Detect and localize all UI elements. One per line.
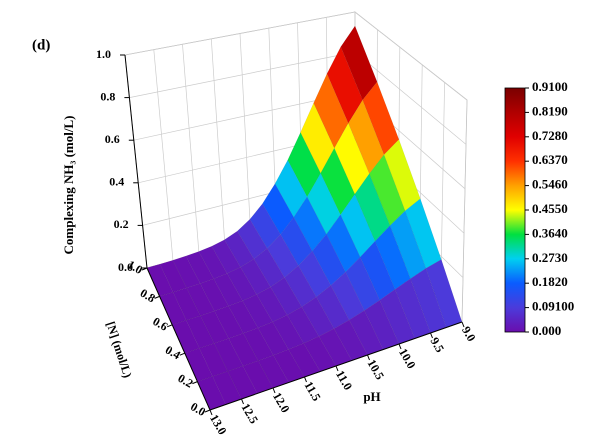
x-tick bbox=[272, 387, 276, 394]
x-tick-label: 9.0 bbox=[459, 324, 479, 344]
z-axis-label: Complexing NH₃ (mol/L) bbox=[61, 116, 76, 255]
z-tick-label: 1.0 bbox=[96, 47, 111, 61]
chart-title: (d) bbox=[32, 37, 50, 53]
x-tick-label: 10.0 bbox=[396, 346, 419, 371]
y-tick-label: 0.8 bbox=[138, 286, 158, 306]
colorbar-tick-label: 0.4550 bbox=[532, 201, 568, 216]
x-tick bbox=[209, 409, 213, 416]
y-tick-label: 0.6 bbox=[150, 314, 170, 334]
x-tick bbox=[461, 321, 465, 328]
y-tick bbox=[167, 324, 173, 328]
x-tick bbox=[430, 332, 433, 339]
y-tick-label: 0.0 bbox=[188, 399, 208, 419]
y-axis-label: [N] (mol/L) bbox=[104, 320, 135, 380]
colorbar-tick-label: 0.5460 bbox=[532, 177, 568, 192]
colorbar-tick-label: 0.8190 bbox=[532, 103, 568, 118]
x-tick-label: 13.0 bbox=[207, 412, 230, 435]
x-tick bbox=[241, 398, 244, 405]
y-tick bbox=[141, 267, 148, 271]
y-axis-line bbox=[146, 267, 211, 411]
y-tick bbox=[204, 409, 211, 413]
z-tick-label: 0.2 bbox=[114, 217, 129, 231]
colorbar-tick-label: 0.9100 bbox=[532, 79, 568, 94]
colorbar-tick-label: 0.1820 bbox=[532, 274, 568, 289]
x-tick bbox=[398, 343, 402, 350]
x-tick-label: 11.0 bbox=[333, 368, 355, 393]
x-tick-label: 9.5 bbox=[428, 335, 448, 355]
y-tick bbox=[192, 381, 198, 385]
y-tick-label: 1.0 bbox=[125, 257, 145, 277]
x-tick bbox=[335, 365, 339, 372]
z-tick-label: 0.4 bbox=[109, 175, 124, 189]
colorbar-tick-label: 0.000 bbox=[532, 323, 561, 338]
colorbar-tick-label: 0.09100 bbox=[532, 299, 574, 314]
z-tick-label: 0.6 bbox=[105, 132, 120, 146]
z-tick-label: 0.8 bbox=[100, 89, 115, 103]
colorbar-tick-label: 0.3640 bbox=[532, 225, 568, 240]
y-tick bbox=[179, 352, 185, 356]
x-tick-label: 11.5 bbox=[302, 379, 324, 404]
colorbar-tick-label: 0.7280 bbox=[532, 128, 568, 143]
y-tick bbox=[154, 295, 160, 299]
colorbar-tick-label: 0.6370 bbox=[532, 152, 568, 167]
colorbar-tick-label: 0.2730 bbox=[532, 250, 568, 265]
x-tick-label: 12.0 bbox=[270, 390, 293, 415]
y-tick-label: 0.2 bbox=[176, 371, 196, 391]
x-tick-label: 12.5 bbox=[239, 401, 262, 426]
z-tick-label: 0.0 bbox=[118, 260, 133, 274]
z-axis-line bbox=[124, 54, 148, 269]
x-tick bbox=[367, 354, 370, 361]
x-axis-label: pH bbox=[363, 389, 380, 404]
x-tick-label: 10.5 bbox=[365, 357, 388, 382]
y-tick-label: 0.4 bbox=[163, 343, 183, 363]
colorbar bbox=[504, 87, 526, 333]
x-tick bbox=[304, 376, 307, 383]
